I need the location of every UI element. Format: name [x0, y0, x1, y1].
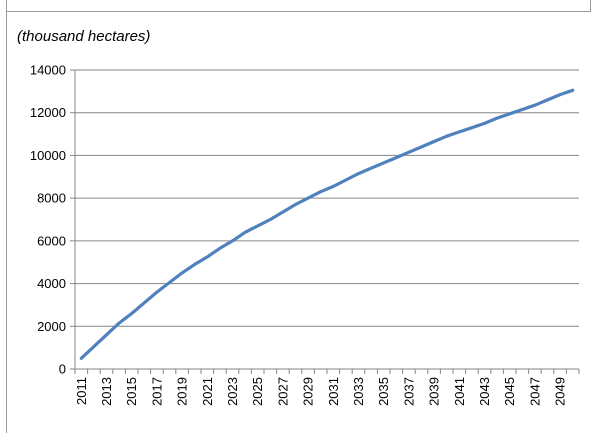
y-tick-label: 2000 — [37, 319, 66, 334]
data-point — [117, 321, 121, 325]
axes — [70, 69, 580, 374]
data-point — [180, 271, 184, 275]
data-point — [256, 224, 259, 228]
data-point — [369, 167, 373, 170]
x-tick-label: 2049 — [553, 377, 568, 406]
data-point — [458, 130, 461, 134]
y-axis-ticks: 0 2000 4000 6000 8000 10000 12000 14000 — [30, 63, 66, 377]
data-point — [231, 239, 234, 243]
data-point — [546, 98, 549, 102]
data-point — [306, 196, 310, 200]
data-point — [332, 185, 335, 188]
data-point — [344, 178, 348, 182]
data-point — [533, 104, 537, 107]
x-tick-label: 2025 — [250, 377, 265, 406]
data-point — [571, 89, 574, 92]
x-tick-label: 2045 — [502, 377, 517, 406]
data-point — [281, 210, 285, 214]
data-point — [130, 312, 133, 315]
data-point — [470, 126, 474, 129]
data-point — [168, 281, 171, 284]
x-tick-label: 2039 — [427, 377, 442, 406]
series-group — [79, 88, 575, 360]
x-axis-ticks: 2011 2013 2015 2017 2019 2021 2023 2025 2027 2029… — [74, 377, 568, 406]
data-point — [155, 290, 159, 294]
frame-left-border — [6, 0, 7, 433]
data-point — [92, 345, 96, 348]
data-point — [206, 255, 209, 259]
data-point — [243, 231, 247, 234]
x-tick-label: 2029 — [301, 377, 316, 406]
x-tick-label: 2031 — [326, 377, 341, 406]
x-tick-label: 2011 — [74, 377, 89, 405]
x-tick-label: 2017 — [149, 377, 164, 406]
data-point — [395, 156, 398, 159]
data-point — [495, 116, 499, 120]
x-tick-label: 2041 — [452, 377, 467, 406]
frame-top-border — [6, 11, 591, 12]
x-tick-label: 2047 — [527, 377, 542, 406]
data-point — [218, 247, 222, 250]
data-point — [193, 263, 196, 266]
x-tick-label: 2037 — [401, 377, 416, 406]
y-tick-label: 10000 — [30, 148, 66, 163]
x-tick-label: 2021 — [200, 377, 215, 406]
x-tick-label: 2033 — [351, 377, 366, 406]
y-tick-label: 6000 — [37, 233, 66, 248]
data-point — [483, 122, 486, 125]
frame-right-border — [590, 0, 591, 12]
x-tick-label: 2035 — [376, 377, 391, 406]
data-point — [80, 357, 83, 360]
x-tick-label: 2013 — [99, 377, 114, 406]
y-tick-label: 14000 — [30, 63, 66, 78]
gridlines — [75, 69, 579, 327]
y-tick-label: 4000 — [37, 276, 66, 291]
data-point — [105, 333, 108, 337]
data-point — [432, 140, 436, 143]
data-point — [445, 135, 448, 138]
x-tick-label: 2043 — [477, 377, 492, 406]
x-tick-label: 2019 — [175, 377, 190, 406]
x-tick-label: 2015 — [124, 377, 139, 406]
x-tick-label: 2023 — [225, 377, 240, 406]
data-point — [294, 203, 297, 206]
data-point — [357, 172, 360, 175]
data-point — [319, 190, 322, 193]
y-tick-label: 8000 — [37, 191, 66, 206]
data-point — [407, 151, 411, 154]
data-point — [143, 301, 146, 304]
data-point — [558, 93, 562, 96]
x-tick-label: 2027 — [275, 377, 290, 406]
data-point — [521, 108, 524, 111]
data-point — [382, 161, 385, 165]
data-point — [269, 218, 272, 221]
y-tick-label: 0 — [59, 362, 66, 377]
data-point — [420, 145, 423, 149]
data-point — [508, 112, 511, 115]
unit-label: (thousand hectares) — [17, 28, 151, 45]
chart-title-strip — [0, 0, 593, 12]
series-line — [79, 88, 575, 360]
y-tick-label: 12000 — [30, 105, 66, 120]
